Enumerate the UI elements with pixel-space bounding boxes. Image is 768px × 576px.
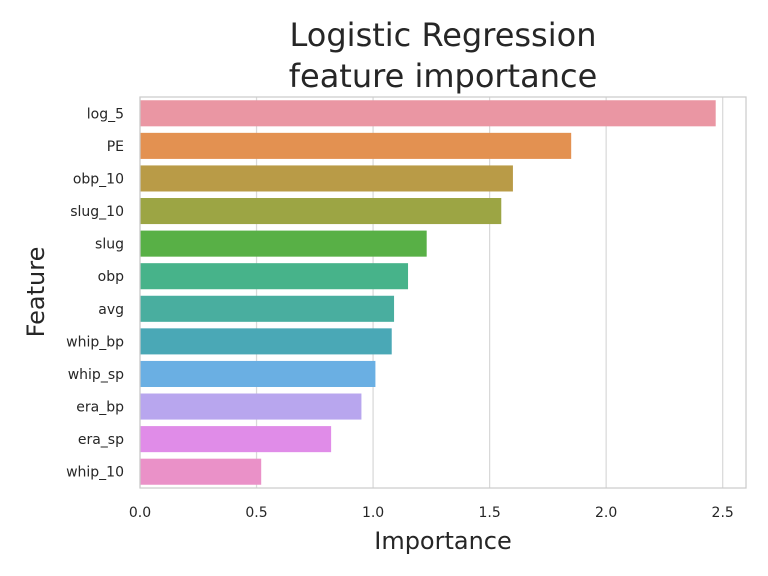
x-axis-label: Importance	[374, 527, 512, 555]
y-tick-label: avg	[98, 302, 124, 318]
bar-PE	[140, 132, 572, 159]
bar-era-bp	[140, 393, 362, 420]
bar-obp-10	[140, 165, 513, 192]
x-tick-label: 2.5	[712, 505, 734, 521]
y-tick-label: obp	[98, 269, 124, 285]
y-tick-label: obp_10	[73, 171, 124, 187]
bar-obp	[140, 263, 409, 290]
x-tick-label: 1.5	[478, 505, 500, 521]
x-tick-label: 0.0	[129, 505, 151, 521]
bar-avg	[140, 295, 395, 322]
y-tick-label: whip_10	[66, 465, 124, 481]
y-tick-label: slug_10	[70, 204, 124, 220]
y-tick-label: whip_sp	[68, 367, 124, 383]
bars	[140, 100, 716, 485]
y-tick-label: slug	[95, 237, 124, 253]
x-tick-labels: 0.0 0.5 1.0 1.5 2.0 2.5	[129, 505, 734, 521]
bar-slug-10	[140, 198, 502, 225]
bar-log-5	[140, 100, 716, 127]
plot-frame	[139, 96, 747, 489]
y-tick-label: log_5	[87, 106, 124, 122]
y-tick-label: PE	[107, 139, 124, 155]
y-tick-label: era_sp	[78, 432, 124, 448]
chart-title-line-1: Logistic Regression	[290, 16, 597, 54]
y-axis-label: Feature	[22, 247, 50, 338]
x-tick-label: 1.0	[362, 505, 384, 521]
bar-era-sp	[140, 426, 332, 453]
y-tick-label: whip_bp	[66, 334, 124, 350]
chart-title-line-2: feature importance	[289, 57, 598, 95]
x-tick-label: 2.0	[595, 505, 617, 521]
bar-whip-10	[140, 458, 262, 485]
y-tick-label: era_bp	[76, 400, 124, 416]
bar-whip-sp	[140, 360, 376, 387]
bar-slug	[140, 230, 427, 257]
bar-whip-bp	[140, 328, 392, 355]
x-tick-label: 0.5	[245, 505, 267, 521]
